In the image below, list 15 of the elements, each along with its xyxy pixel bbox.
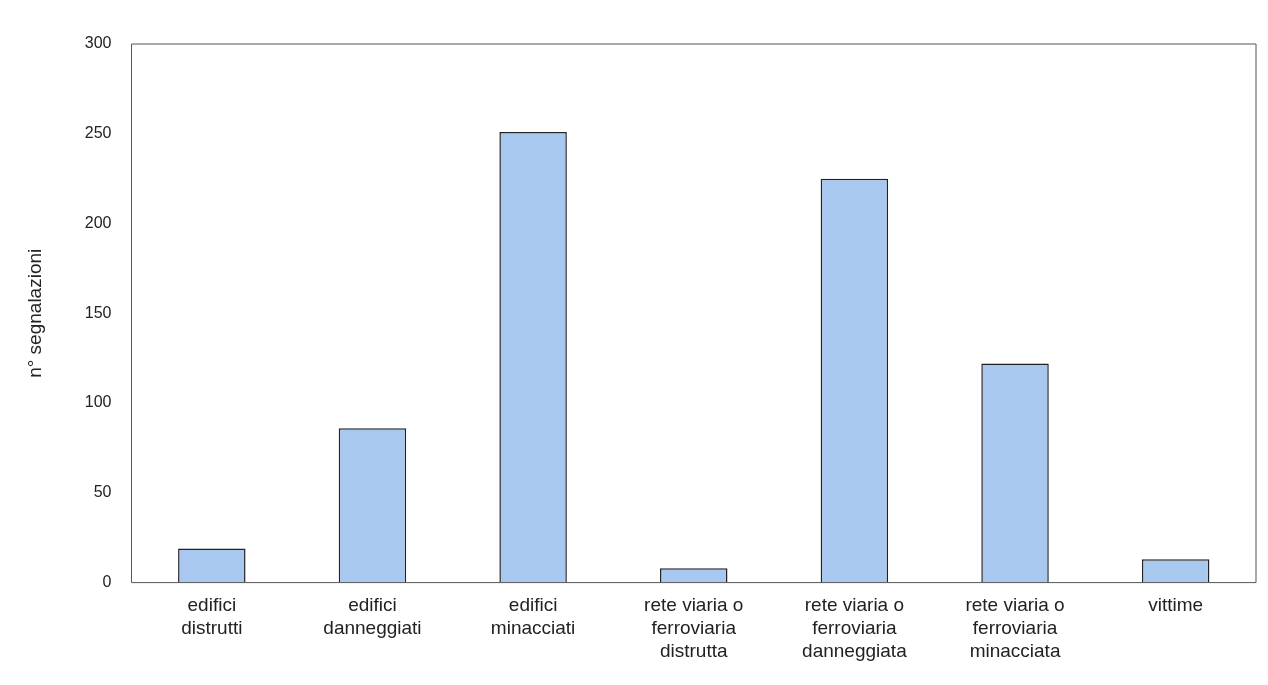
x-tick-label: vittime	[1148, 594, 1204, 616]
y-tick-label: 50	[93, 483, 112, 501]
y-tick-label: 150	[84, 303, 112, 321]
y-tick-label: 0	[102, 573, 112, 591]
x-tick-label: edifici danneggiati	[323, 594, 422, 639]
x-tick-label: rete viaria o ferroviaria minacciata	[965, 594, 1065, 661]
y-tick-label: 200	[84, 213, 112, 231]
y-axis-title: n° segnalazioni	[23, 248, 45, 378]
x-tick-label: rete viaria o ferroviaria distrutta	[644, 594, 744, 661]
x-tick-label: edifici distrutti	[181, 594, 243, 639]
y-tick-label: 100	[84, 393, 112, 411]
x-tick-label: rete viaria o ferroviaria danneggiata	[802, 594, 908, 661]
y-tick-label: 250	[84, 124, 112, 142]
x-tick-label: edifici minacciati	[490, 594, 576, 639]
y-tick-label: 300	[84, 34, 112, 52]
